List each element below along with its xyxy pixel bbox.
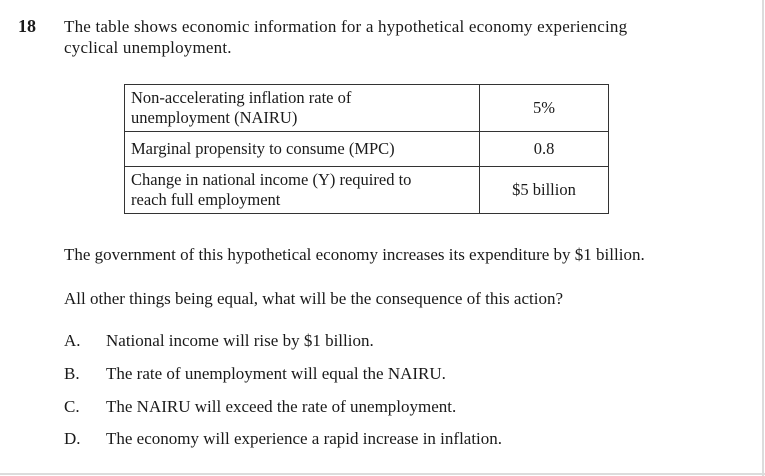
option-letter: C. <box>64 397 80 416</box>
question-stem: The table shows economic information for… <box>64 16 724 58</box>
table-cell-label: Change in national income (Y) required t… <box>124 166 480 214</box>
option-letter: D. <box>64 429 81 448</box>
label-line: Change in national income (Y) required t… <box>131 170 412 189</box>
table-cell-value: 0.8 <box>479 131 609 167</box>
scenario-paragraph: The government of this hypothetical econ… <box>64 245 645 264</box>
option-text: The rate of unemployment will equal the … <box>106 364 446 383</box>
label-line: unemployment (NAIRU) <box>131 108 298 127</box>
option-text: National income will rise by $1 billion. <box>106 331 374 350</box>
table-cell-label: Marginal propensity to consume (MPC) <box>124 131 480 167</box>
table-cell-value: $5 billion <box>479 166 609 214</box>
question-stem-line-2: cyclical unemployment. <box>64 38 232 57</box>
question-number: 18 <box>18 16 36 36</box>
option-letter: B. <box>64 364 80 383</box>
question-stem-line-1: The table shows economic information for… <box>64 17 628 36</box>
question-prompt: All other things being equal, what will … <box>64 289 564 308</box>
option-text: The NAIRU will exceed the rate of unempl… <box>106 397 457 416</box>
table-cell-label: Non-accelerating inflation rate of unemp… <box>124 84 480 132</box>
table-row: Marginal propensity to consume (MPC) 0.8 <box>124 131 609 167</box>
table-row: Change in national income (Y) required t… <box>124 166 609 214</box>
label-line: Marginal propensity to consume (MPC) <box>131 139 395 158</box>
table-row: Non-accelerating inflation rate of unemp… <box>124 84 609 132</box>
label-line: Non-accelerating inflation rate of <box>131 88 352 107</box>
option-letter: A. <box>64 331 81 350</box>
table-cell-value: 5% <box>479 84 609 132</box>
label-line: reach full employment <box>131 190 281 209</box>
page-border-bottom <box>0 473 765 475</box>
page-border-right <box>762 0 764 476</box>
economic-information-table: Non-accelerating inflation rate of unemp… <box>124 84 609 214</box>
option-text: The economy will experience a rapid incr… <box>106 429 503 448</box>
